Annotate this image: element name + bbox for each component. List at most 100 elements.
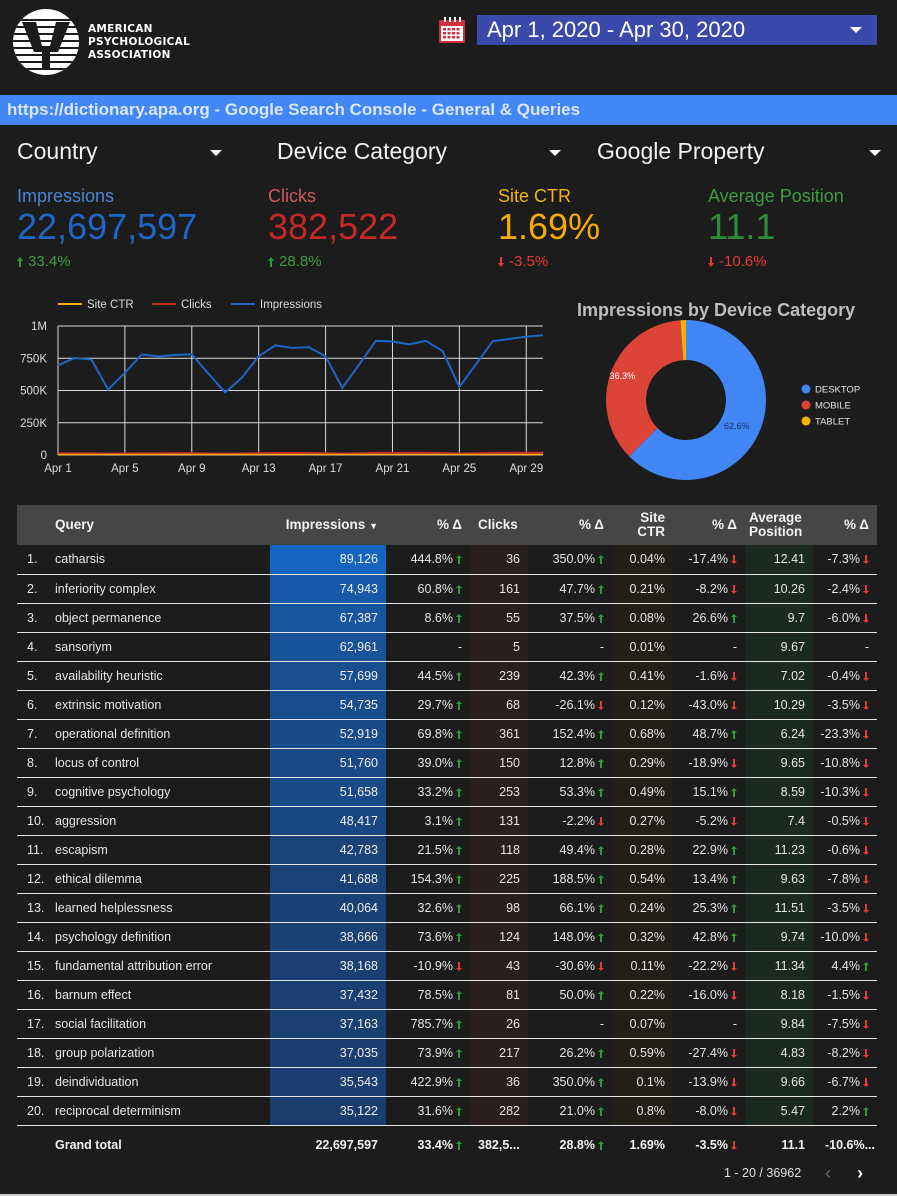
arrow-down-icon: [863, 874, 869, 884]
cell-value: 0.27%: [629, 813, 665, 828]
header-impressions[interactable]: Impressions ▼: [270, 505, 386, 545]
cell-site-ctr: 0.04%: [612, 545, 673, 574]
cell-query: object permanence: [55, 603, 270, 632]
country-filter[interactable]: Country: [17, 138, 222, 168]
cell-value: 62,961: [339, 639, 378, 654]
cell-value: -8.2%: [695, 581, 728, 596]
table-row[interactable]: 3. object permanence 67,387 8.6% 55 37.5% 0.08…: [17, 603, 877, 632]
cell-value: 4.83: [780, 1045, 805, 1060]
donut-slice-tablet[interactable]: [680, 320, 686, 361]
cell-query: cognitive psychology: [55, 777, 270, 806]
cell-impressions: 37,163: [270, 1009, 386, 1038]
table-row[interactable]: 2. inferiority complex 74,943 60.8% 161 47.7%…: [17, 574, 877, 603]
cell-value: 55: [506, 610, 520, 625]
cell-impressions-delta: 44.5%: [386, 661, 470, 690]
table-row[interactable]: 16. barnum effect 37,432 78.5% 81 50.0% 0.22% -…: [17, 980, 877, 1009]
header-impressions-delta[interactable]: % Δ: [437, 517, 462, 532]
table-row[interactable]: 18. group polarization 37,035 73.9% 217 26.2%…: [17, 1038, 877, 1067]
donut-data-label: 36.3%: [610, 371, 636, 381]
cell-clicks: 150: [470, 748, 528, 777]
table-row[interactable]: 1. catharsis 89,126 444.8% 36 350.0% 0.04% -17.…: [17, 545, 877, 574]
cell-impressions-delta: 78.5%: [386, 980, 470, 1009]
cell-clicks-delta: -26.1%: [528, 690, 612, 719]
donut-slice-desktop[interactable]: [629, 320, 766, 480]
table-row[interactable]: 14. psychology definition 38,666 73.6% 124 14…: [17, 922, 877, 951]
previous-page-button[interactable]: ‹: [825, 1162, 832, 1183]
legend-label: DESKTOP: [815, 385, 860, 396]
cell-value: -5.2%: [695, 813, 728, 828]
cell-value: 361: [499, 726, 520, 741]
cell-value: cognitive psychology: [55, 784, 171, 799]
table-row[interactable]: 10. aggression 48,417 3.1% 131 -2.2% 0.27% -5.2…: [17, 806, 877, 835]
cell-value: 131: [499, 813, 520, 828]
cell-value: extrinsic motivation: [55, 697, 162, 712]
cell-clicks: 55: [470, 603, 528, 632]
table-row[interactable]: 15. fundamental attribution error 38,168 -1…: [17, 951, 877, 980]
table-row[interactable]: 19. deindividuation 35,543 422.9% 36 350.0% 0.…: [17, 1067, 877, 1096]
cell-value: 0.12%: [629, 697, 665, 712]
header-query[interactable]: Query: [55, 517, 95, 532]
table-row[interactable]: 7. operational definition 52,919 69.8% 361 15…: [17, 719, 877, 748]
table-row[interactable]: 5. availability heuristic 57,699 44.5% 239 42…: [17, 661, 877, 690]
cell-value: -6.0%: [827, 610, 860, 625]
cell-value: 52,919: [339, 726, 378, 741]
table-row[interactable]: 11. escapism 42,783 21.5% 118 49.4% 0.28% 22.9%…: [17, 835, 877, 864]
cell-clicks: 36: [470, 545, 528, 574]
header-site-ctr[interactable]: Site CTR: [612, 505, 673, 545]
table-row[interactable]: 6. extrinsic motivation 54,735 29.7% 68 -26.1…: [17, 690, 877, 719]
cell-site-ctr-delta: -8.2%: [673, 574, 745, 603]
cell-value: 13.4%: [692, 871, 728, 886]
cell-impressions: 42,783: [270, 835, 386, 864]
org-name: AMERICAN PSYCHOLOGICAL ASSOCIATION: [88, 23, 190, 62]
cell-value: -2.2%: [562, 813, 595, 828]
cell-value: 32.6%: [417, 900, 453, 915]
device-category-filter[interactable]: Device Category: [277, 138, 561, 168]
cell-value: 0.1%: [636, 1074, 666, 1089]
table-row[interactable]: 13. learned helplessness 40,064 32.6% 98 66.1…: [17, 893, 877, 922]
header-clicks[interactable]: Clicks: [478, 517, 518, 532]
total-impressions: 22,697,597: [315, 1138, 378, 1153]
header-clicks-delta[interactable]: % Δ: [579, 517, 604, 532]
cell-value: -17.4%: [688, 552, 728, 567]
donut-slice-mobile[interactable]: [606, 320, 684, 457]
cell-site-ctr: 0.1%: [612, 1067, 673, 1096]
cell-value: -26.1%: [555, 697, 595, 712]
delta-value: -3.5%: [509, 253, 549, 270]
cell-site-ctr-delta: -: [673, 632, 745, 661]
cell-impressions-delta: 444.8%: [386, 545, 470, 574]
cell-average-position: 9.7: [745, 603, 813, 632]
cell-value: 19.: [27, 1074, 45, 1089]
cell-average-position: 12.41: [745, 545, 813, 574]
x-tick-label: Apr 1: [44, 463, 72, 475]
header-average-position-delta[interactable]: % Δ: [844, 517, 869, 532]
chevron-down-icon: [850, 27, 862, 33]
cell-clicks-delta: 21.0%: [528, 1096, 612, 1125]
cell-query: availability heuristic: [55, 661, 270, 690]
arrow-down-icon: [863, 1077, 869, 1087]
table-row[interactable]: 8. locus of control 51,760 39.0% 150 12.8% 0.2…: [17, 748, 877, 777]
cell-average-position: 9.84: [745, 1009, 813, 1038]
cell-value: 225: [499, 871, 520, 886]
cell-clicks: 361: [470, 719, 528, 748]
arrow-down-icon: [863, 700, 869, 710]
table-row[interactable]: 4. sansoriym 62,961 - 5 - 0.01% - 9.67 -: [17, 632, 877, 661]
cell-site-ctr: 0.12%: [612, 690, 673, 719]
scorecard-clicks: Clicks 382,522 28.8%: [268, 186, 398, 270]
arrow-down-icon: [863, 613, 869, 623]
arrow-down-icon: [731, 584, 737, 594]
table-row[interactable]: 12. ethical dilemma 41,688 154.3% 225 188.5% 0…: [17, 864, 877, 893]
table-row[interactable]: 9. cognitive psychology 51,658 33.2% 253 53.3…: [17, 777, 877, 806]
header-average-position[interactable]: Average Position: [745, 505, 813, 545]
date-range-picker[interactable]: Apr 1, 2020 - Apr 30, 2020: [477, 15, 877, 45]
cell-clicks-delta: 53.3%: [528, 777, 612, 806]
google-property-filter[interactable]: Google Property: [597, 138, 881, 168]
table-row[interactable]: 20. reciprocal determinism 35,122 31.6% 282 2…: [17, 1096, 877, 1125]
cell-site-ctr-delta: 48.7%: [673, 719, 745, 748]
calendar-icon[interactable]: [438, 16, 466, 44]
table-row[interactable]: 17. social facilitation 37,163 785.7% 26 - 0.0…: [17, 1009, 877, 1038]
arrow-up-icon: [456, 1106, 462, 1116]
header-site-ctr-delta[interactable]: % Δ: [712, 517, 737, 532]
cell-query: reciprocal determinism: [55, 1096, 270, 1125]
next-page-button[interactable]: ›: [857, 1162, 864, 1183]
cell-query: psychology definition: [55, 922, 270, 951]
